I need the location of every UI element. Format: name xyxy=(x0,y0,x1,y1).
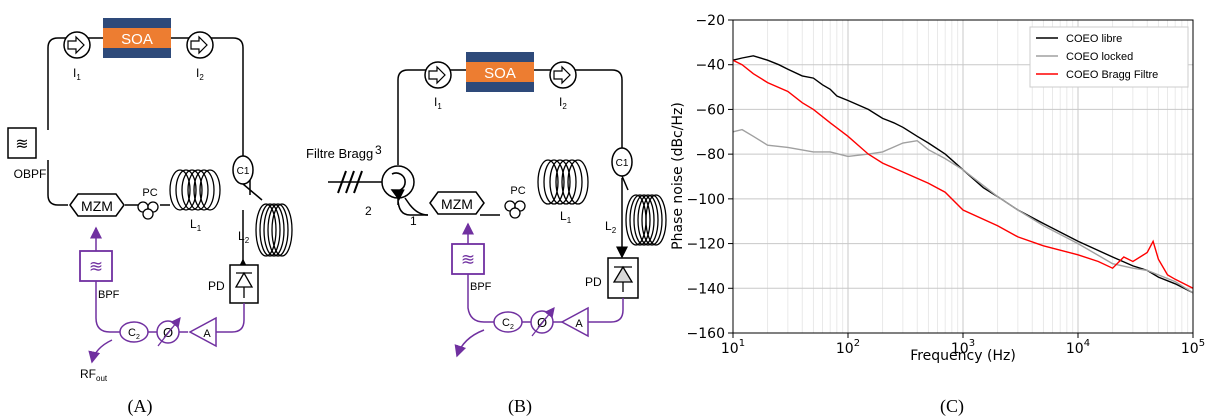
l2-label: L2 xyxy=(605,219,617,235)
rf-path xyxy=(467,225,624,323)
pc-label: PC xyxy=(510,185,525,197)
rfout-label: RFout xyxy=(80,367,108,383)
tune-arrow-icon xyxy=(531,306,555,337)
y-tick-label: −140 xyxy=(687,281,725,297)
isolator-1-label: I1 xyxy=(73,66,81,82)
arrow-right-icon xyxy=(428,65,446,85)
l1-label: L1 xyxy=(190,217,202,233)
axis-ticks: 101 102 103 104 105 −20 −40 −60 −80 −100 −120 −140 −… xyxy=(687,13,1206,357)
y-tick-label: −120 xyxy=(687,237,725,253)
coupler-c2 xyxy=(493,311,523,333)
y-tick-label: −80 xyxy=(695,147,725,163)
diagram-b: 3 2 1 Filtre Bragg I1 SOA I2 C1 xyxy=(306,52,667,416)
c2-label: C2 xyxy=(502,317,514,331)
fiber-spool-l1 xyxy=(537,159,589,205)
mzm-label: MZM xyxy=(441,196,473,212)
diode-icon xyxy=(612,265,634,292)
pd-label: PD xyxy=(585,275,602,289)
amplifier xyxy=(560,306,589,338)
port-1-label: 1 xyxy=(410,214,417,228)
pc-label: PC xyxy=(142,187,157,199)
c1-label: C1 xyxy=(237,166,250,177)
series-line-1 xyxy=(732,128,1194,294)
x-tick-label: 104 xyxy=(1066,338,1090,357)
c2-label: C2 xyxy=(128,327,140,341)
rf-path xyxy=(95,228,245,333)
bpf-box xyxy=(79,250,113,282)
arrow-right-icon xyxy=(190,35,208,55)
wave-icon: ≋ xyxy=(461,250,475,269)
port-3-label: 3 xyxy=(375,143,382,157)
bragg-grating-icon xyxy=(337,170,363,194)
x-tick-label: 105 xyxy=(1181,338,1205,357)
caption-b: (B) xyxy=(508,396,532,416)
coupler-c2 xyxy=(119,321,149,343)
isolator-2-label: I2 xyxy=(196,66,204,82)
wave-icon: ≋ xyxy=(15,136,28,153)
fiber-spool-l2 xyxy=(625,194,667,246)
bpf-label: BPF xyxy=(470,281,492,293)
mzm-box xyxy=(429,191,485,215)
circulator-arrow-icon xyxy=(390,172,406,201)
amplifier xyxy=(188,316,217,348)
arrow-right-icon xyxy=(67,35,85,55)
pd-label: PD xyxy=(208,279,225,293)
x-tick-label: 103 xyxy=(951,338,975,357)
x-axis-label: Frequency (Hz) xyxy=(910,348,1016,364)
circulator xyxy=(381,165,415,199)
mzm-box xyxy=(69,193,125,217)
legend-label-locked: COEO locked xyxy=(1066,51,1133,63)
series-layer xyxy=(732,55,1194,294)
bpf-box xyxy=(451,243,485,275)
amp-label: A xyxy=(575,318,583,330)
x-tick-label: 101 xyxy=(721,338,745,357)
y-tick-label: −20 xyxy=(695,13,725,29)
series-line-0 xyxy=(732,55,1194,294)
arrow-right-icon xyxy=(553,65,571,85)
optical-loop xyxy=(397,69,623,255)
mzm-label: MZM xyxy=(81,198,113,214)
port-2-label: 2 xyxy=(365,204,372,218)
amp-label: A xyxy=(203,328,211,340)
legend: COEO libre COEO locked COEO Bragg Filtre xyxy=(1029,26,1189,88)
rf-out-arrow xyxy=(454,329,485,358)
y-tick-label: −40 xyxy=(695,58,725,74)
y-tick-label: −160 xyxy=(687,326,725,342)
bragg-label: Filtre Bragg xyxy=(306,146,373,161)
isolator-2-label: I2 xyxy=(559,95,567,111)
series-line-2 xyxy=(732,59,1194,289)
legend-label-bragg: COEO Bragg Filtre xyxy=(1066,69,1158,81)
y-tick-label: −100 xyxy=(687,192,725,208)
c1-label: C1 xyxy=(616,158,629,169)
wave-icon: ≋ xyxy=(89,257,103,276)
legend-label-libre: COEO libre xyxy=(1066,33,1122,45)
soa-label: SOA xyxy=(484,65,516,82)
l2-label: L2 xyxy=(238,229,250,245)
phase-noise-chart: 101 102 103 104 105 −20 −40 −60 −80 −100 −120 −140 −… xyxy=(670,13,1205,416)
caption-a: (A) xyxy=(128,396,153,416)
rf-out-arrow xyxy=(88,339,113,364)
bpf-label: BPF xyxy=(98,289,120,301)
y-tick-label: −60 xyxy=(695,102,725,118)
x-tick-label: 102 xyxy=(836,338,860,357)
diagram-a: ≋ OBPF I1 SOA I2 C1 L2 MZM xyxy=(7,18,293,416)
l1-label: L1 xyxy=(560,209,572,225)
soa-label: SOA xyxy=(121,31,153,48)
obpf-label: OBPF xyxy=(14,167,47,181)
caption-c: (C) xyxy=(940,396,964,416)
polarization-controller xyxy=(137,201,159,220)
tune-arrow-icon xyxy=(157,316,181,347)
legend-box xyxy=(1029,26,1189,88)
polarization-controller xyxy=(504,200,526,219)
diode-icon xyxy=(234,271,254,298)
optical-loop xyxy=(47,37,244,262)
fiber-spool-l1 xyxy=(169,169,221,211)
isolator-1-label: I1 xyxy=(434,95,442,111)
obpf-box xyxy=(7,127,37,159)
fiber-spool-l2 xyxy=(255,203,293,257)
y-axis-label: Phase noise (dBc/Hz) xyxy=(670,102,686,250)
